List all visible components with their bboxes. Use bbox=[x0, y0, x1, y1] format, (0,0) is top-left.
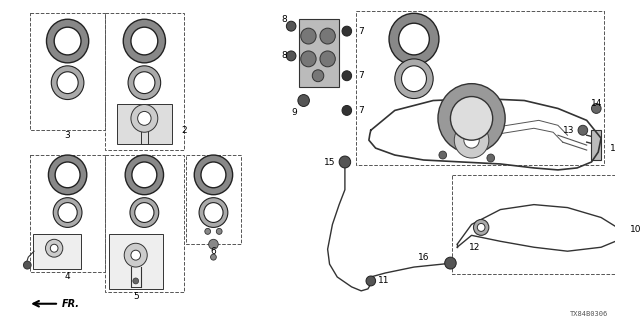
Circle shape bbox=[487, 154, 495, 162]
Bar bbox=[30, 155, 105, 272]
Circle shape bbox=[49, 155, 87, 195]
Circle shape bbox=[124, 19, 166, 63]
Circle shape bbox=[464, 132, 479, 148]
Circle shape bbox=[51, 66, 84, 100]
Circle shape bbox=[204, 203, 223, 222]
Circle shape bbox=[399, 23, 429, 55]
Text: 13: 13 bbox=[563, 126, 574, 135]
Text: 14: 14 bbox=[591, 99, 602, 108]
Circle shape bbox=[51, 244, 58, 252]
Text: 16: 16 bbox=[418, 253, 429, 262]
Circle shape bbox=[395, 59, 433, 99]
Circle shape bbox=[53, 198, 82, 228]
Circle shape bbox=[320, 28, 335, 44]
Circle shape bbox=[205, 228, 211, 234]
Bar bbox=[116, 105, 172, 144]
Circle shape bbox=[125, 155, 164, 195]
Circle shape bbox=[211, 254, 216, 260]
Circle shape bbox=[301, 28, 316, 44]
Circle shape bbox=[366, 276, 376, 286]
Text: 7: 7 bbox=[358, 27, 364, 36]
Circle shape bbox=[58, 203, 77, 222]
Text: 9: 9 bbox=[291, 108, 297, 117]
Circle shape bbox=[286, 51, 296, 61]
Bar bbox=[186, 155, 241, 244]
Circle shape bbox=[445, 257, 456, 269]
Circle shape bbox=[135, 203, 154, 222]
Circle shape bbox=[57, 72, 78, 93]
Circle shape bbox=[199, 198, 228, 228]
Circle shape bbox=[216, 228, 222, 234]
Text: 3: 3 bbox=[65, 131, 70, 140]
Circle shape bbox=[477, 223, 485, 231]
Circle shape bbox=[201, 162, 226, 188]
Circle shape bbox=[45, 239, 63, 257]
Text: 5: 5 bbox=[133, 292, 139, 301]
Text: 7: 7 bbox=[358, 71, 364, 80]
Circle shape bbox=[209, 239, 218, 249]
Circle shape bbox=[439, 151, 447, 159]
Bar bbox=[105, 155, 184, 292]
Circle shape bbox=[195, 155, 232, 195]
Text: 12: 12 bbox=[468, 243, 480, 252]
Text: 6: 6 bbox=[211, 247, 216, 256]
Circle shape bbox=[339, 156, 351, 168]
Circle shape bbox=[460, 107, 483, 130]
Text: TX84B0306: TX84B0306 bbox=[570, 311, 608, 316]
Text: 11: 11 bbox=[378, 276, 389, 285]
Text: FR.: FR. bbox=[62, 299, 80, 309]
Circle shape bbox=[342, 71, 351, 81]
Bar bbox=[452, 175, 623, 274]
Circle shape bbox=[47, 19, 89, 63]
Bar bbox=[109, 234, 163, 289]
Bar bbox=[356, 11, 604, 165]
Circle shape bbox=[24, 261, 31, 269]
Circle shape bbox=[298, 95, 309, 107]
Text: 2: 2 bbox=[181, 126, 186, 135]
Circle shape bbox=[286, 21, 296, 31]
Circle shape bbox=[131, 27, 158, 55]
Circle shape bbox=[301, 51, 316, 67]
Circle shape bbox=[401, 66, 426, 92]
Bar bbox=[33, 234, 81, 269]
Circle shape bbox=[124, 243, 147, 267]
Text: 1: 1 bbox=[610, 144, 616, 153]
Circle shape bbox=[128, 66, 161, 100]
Text: 7: 7 bbox=[358, 106, 364, 115]
Circle shape bbox=[578, 125, 588, 135]
Circle shape bbox=[130, 198, 159, 228]
Circle shape bbox=[312, 70, 324, 82]
Circle shape bbox=[320, 51, 335, 67]
Text: 8: 8 bbox=[282, 52, 287, 60]
Circle shape bbox=[131, 105, 158, 132]
Bar bbox=[30, 13, 105, 130]
Circle shape bbox=[138, 111, 151, 125]
Text: 8: 8 bbox=[282, 15, 287, 24]
Bar bbox=[591, 130, 601, 160]
Bar bbox=[299, 19, 339, 87]
Circle shape bbox=[54, 27, 81, 55]
Text: 10: 10 bbox=[630, 225, 640, 234]
Circle shape bbox=[342, 26, 351, 36]
Circle shape bbox=[451, 97, 493, 140]
Circle shape bbox=[134, 72, 155, 93]
Circle shape bbox=[342, 106, 351, 116]
Circle shape bbox=[131, 250, 141, 260]
Circle shape bbox=[389, 13, 439, 65]
Circle shape bbox=[133, 278, 139, 284]
Circle shape bbox=[55, 162, 80, 188]
Circle shape bbox=[132, 162, 157, 188]
Circle shape bbox=[474, 220, 489, 235]
Bar bbox=[105, 13, 184, 150]
Circle shape bbox=[454, 122, 489, 158]
Circle shape bbox=[438, 84, 505, 153]
Circle shape bbox=[591, 103, 601, 113]
Text: 4: 4 bbox=[65, 272, 70, 282]
Text: 15: 15 bbox=[324, 158, 335, 167]
